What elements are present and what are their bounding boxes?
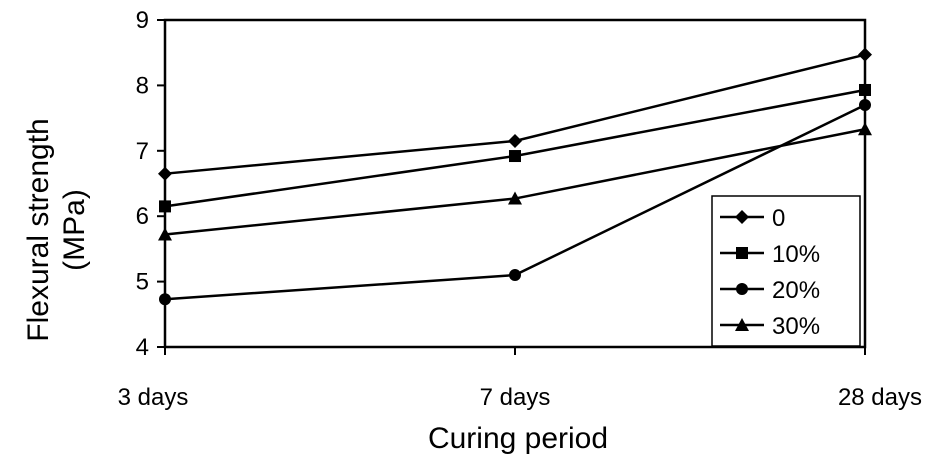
legend-item: 0 [720,205,785,232]
y-axis-title: Flexural strength (MPa) [22,118,91,341]
y-axis-title-line-1: Flexural strength [22,118,55,341]
legend: 0 10% 20% 30% [711,195,861,347]
legend-marker-diamond [735,210,749,224]
data-point-triangle [508,191,522,205]
series-line [164,88,866,208]
y-axis-title-line-2: (MPa) [58,189,91,271]
y-axis-ticks: 4 5 6 7 8 9 [136,7,165,361]
legend-marker-square [736,247,748,259]
legend-marker-circle [736,283,748,295]
x-tick-label: 7 days [480,384,551,411]
series-2 [159,99,871,306]
y-tick-label: 8 [136,72,149,99]
x-axis-title: Curing period [428,422,608,455]
x-tick-label: 28 days [838,384,922,411]
data-point-square [509,150,521,163]
legend-items: 0 10% 20% 30% [720,205,820,340]
legend-item: 10% [720,241,820,268]
legend-label: 0 [772,205,785,232]
y-tick-label: 9 [136,7,149,34]
legend-marker-triangle [735,318,749,331]
legend-label: 30% [772,313,820,340]
legend-box [711,195,861,347]
data-point-diamond [508,133,522,148]
plot-area-frame [163,18,867,349]
x-axis-ticks: 3 days 7 days 28 days [118,347,922,411]
y-tick-label: 6 [136,203,149,230]
series-layer [158,47,872,306]
legend-label: 10% [772,241,820,268]
y-tick-label: 7 [136,138,149,165]
legend-item: 20% [720,277,820,304]
x-tick-label: 3 days [118,384,189,411]
legend-label: 20% [772,277,820,304]
y-tick-label: 4 [136,334,149,361]
legend-item: 30% [720,313,820,340]
y-tick-label: 5 [136,269,149,296]
data-point-circle [509,269,521,282]
